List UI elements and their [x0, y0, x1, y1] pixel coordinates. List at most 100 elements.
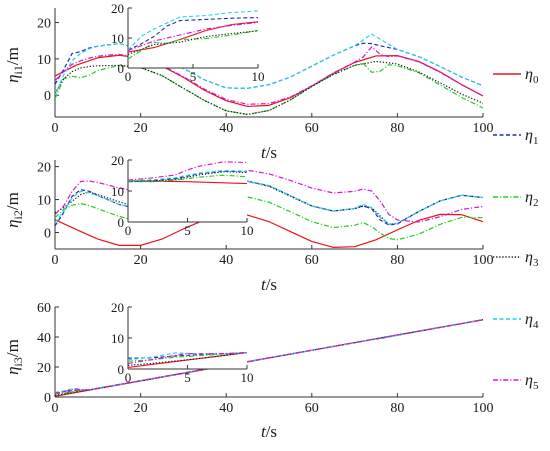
y-label-symbol: η — [3, 74, 22, 82]
main-x-tick-label: 20 — [134, 401, 148, 416]
legend-label-eta2: η2 — [525, 189, 538, 209]
series-line-eta2 — [55, 196, 483, 241]
y-label-subscript: i2 — [11, 210, 25, 219]
main-y-tick-label: 0 — [44, 227, 51, 242]
inset-axes: 0 5 10 0 10 20 — [111, 300, 254, 385]
legend-label-eta0: η0 — [525, 66, 539, 86]
series-line-eta2 — [55, 62, 483, 116]
main-y-tick-label: 10 — [37, 53, 51, 68]
x-label-unit: /s — [266, 143, 277, 162]
inset-series-line-eta0 — [128, 21, 258, 53]
inset-series-group — [128, 352, 247, 368]
inset-series-line-eta3 — [128, 171, 247, 182]
inset-background — [128, 8, 258, 68]
inset-y-tick-label: 0 — [118, 61, 125, 76]
inset-background — [128, 160, 247, 222]
inset-series-line-eta2 — [128, 174, 247, 183]
series-line-eta3 — [55, 319, 483, 397]
x-axis-label: t/s — [261, 275, 277, 294]
main-x-tick-label: 100 — [473, 253, 494, 268]
inset-series-line-eta4 — [128, 169, 247, 182]
main-x-tick-label: 80 — [390, 401, 404, 416]
legend-symbol: η — [525, 66, 533, 83]
y-axis-label: ηi1/m — [3, 47, 25, 83]
inset-series-line-eta2 — [128, 29, 258, 60]
inset-y-tick-label: 10 — [111, 184, 124, 199]
y-label-symbol: η — [3, 366, 22, 374]
main-x-tick-label: 20 — [134, 121, 148, 136]
y-label-unit: /m — [3, 192, 22, 210]
legend-subscript: 0 — [533, 74, 539, 86]
x-label-symbol: t — [261, 275, 267, 294]
series-line-eta5 — [55, 46, 483, 105]
inset-x-tick-label: 0 — [125, 223, 132, 238]
inset-series-group — [128, 10, 258, 60]
main-x-tick-label: 80 — [390, 121, 404, 136]
inset-y-tick-label: 0 — [118, 362, 125, 377]
series-line-eta2 — [55, 319, 483, 395]
inset-x-tick-label: 10 — [252, 69, 265, 84]
y-label-symbol: η — [3, 219, 22, 227]
inset-background — [128, 307, 247, 369]
legend-label-eta3: η3 — [525, 249, 539, 269]
legend-subscript: 2 — [533, 197, 539, 209]
inset-series-line-eta1 — [128, 17, 258, 51]
series-line-eta4 — [55, 33, 483, 96]
inset-2: 0 5 10 0 10 20 — [111, 153, 254, 238]
main-x-tick-label: 40 — [219, 253, 233, 268]
main-x-tick-label: 0 — [52, 401, 59, 416]
legend-symbol: η — [525, 249, 533, 266]
legend-label-eta1: η1 — [525, 127, 538, 147]
y-label-subscript: i3 — [11, 357, 25, 366]
legend-symbol: η — [525, 311, 533, 328]
inset-x-tick-label: 0 — [125, 370, 132, 385]
inset-x-tick-label: 5 — [190, 69, 197, 84]
series-line-eta5 — [55, 319, 483, 394]
main-x-tick-label: 0 — [52, 253, 59, 268]
main-x-tick-label: 40 — [219, 401, 233, 416]
main-y-tick-label: 20 — [37, 17, 51, 32]
inset-y-tick-label: 10 — [111, 331, 124, 346]
series-line-eta0 — [55, 213, 483, 248]
x-label-unit: /s — [266, 422, 277, 441]
inset-series-line-eta5 — [128, 161, 247, 181]
legend-subscript: 5 — [533, 380, 539, 392]
main-x-tick-label: 100 — [473, 121, 494, 136]
inset-y-tick-label: 20 — [111, 300, 124, 315]
inset-y-tick-label: 20 — [111, 153, 124, 168]
series-line-eta3 — [55, 180, 483, 225]
inset-series-group — [128, 161, 247, 185]
x-axis-label: t/s — [261, 143, 277, 162]
main-y-tick-label: 20 — [37, 161, 51, 176]
inset-x-tick-label: 5 — [184, 223, 191, 238]
legend-subscript: 4 — [533, 319, 539, 331]
inset-1: 0 5 10 0 10 20 — [111, 1, 265, 84]
series-group — [55, 169, 483, 248]
main-x-tick-label: 60 — [305, 121, 319, 136]
legend-label-eta5: η5 — [525, 372, 539, 392]
inset-axes: 0 5 10 0 10 20 — [111, 153, 254, 238]
inset-series-line-eta5 — [128, 352, 247, 364]
x-label-unit: /s — [266, 275, 277, 294]
y-label-unit: /m — [3, 47, 22, 65]
x-label-symbol: t — [261, 422, 267, 441]
main-x-tick-label: 60 — [305, 401, 319, 416]
legend-symbol: η — [525, 127, 533, 144]
inset-x-tick-label: 10 — [241, 223, 254, 238]
inset-axes: 0 5 10 0 10 20 — [111, 1, 265, 84]
main-y-tick-label: 10 — [37, 194, 51, 209]
legend-subscript: 1 — [533, 135, 539, 147]
series-group — [55, 33, 483, 116]
series-line-eta3 — [55, 60, 483, 116]
main-x-tick-label: 40 — [219, 121, 233, 136]
main-y-tick-label: 60 — [37, 301, 51, 316]
inset-y-tick-label: 20 — [111, 1, 124, 16]
main-y-tick-label: 40 — [37, 331, 51, 346]
inset-series-line-eta3 — [128, 352, 247, 366]
main-x-tick-label: 20 — [134, 253, 148, 268]
